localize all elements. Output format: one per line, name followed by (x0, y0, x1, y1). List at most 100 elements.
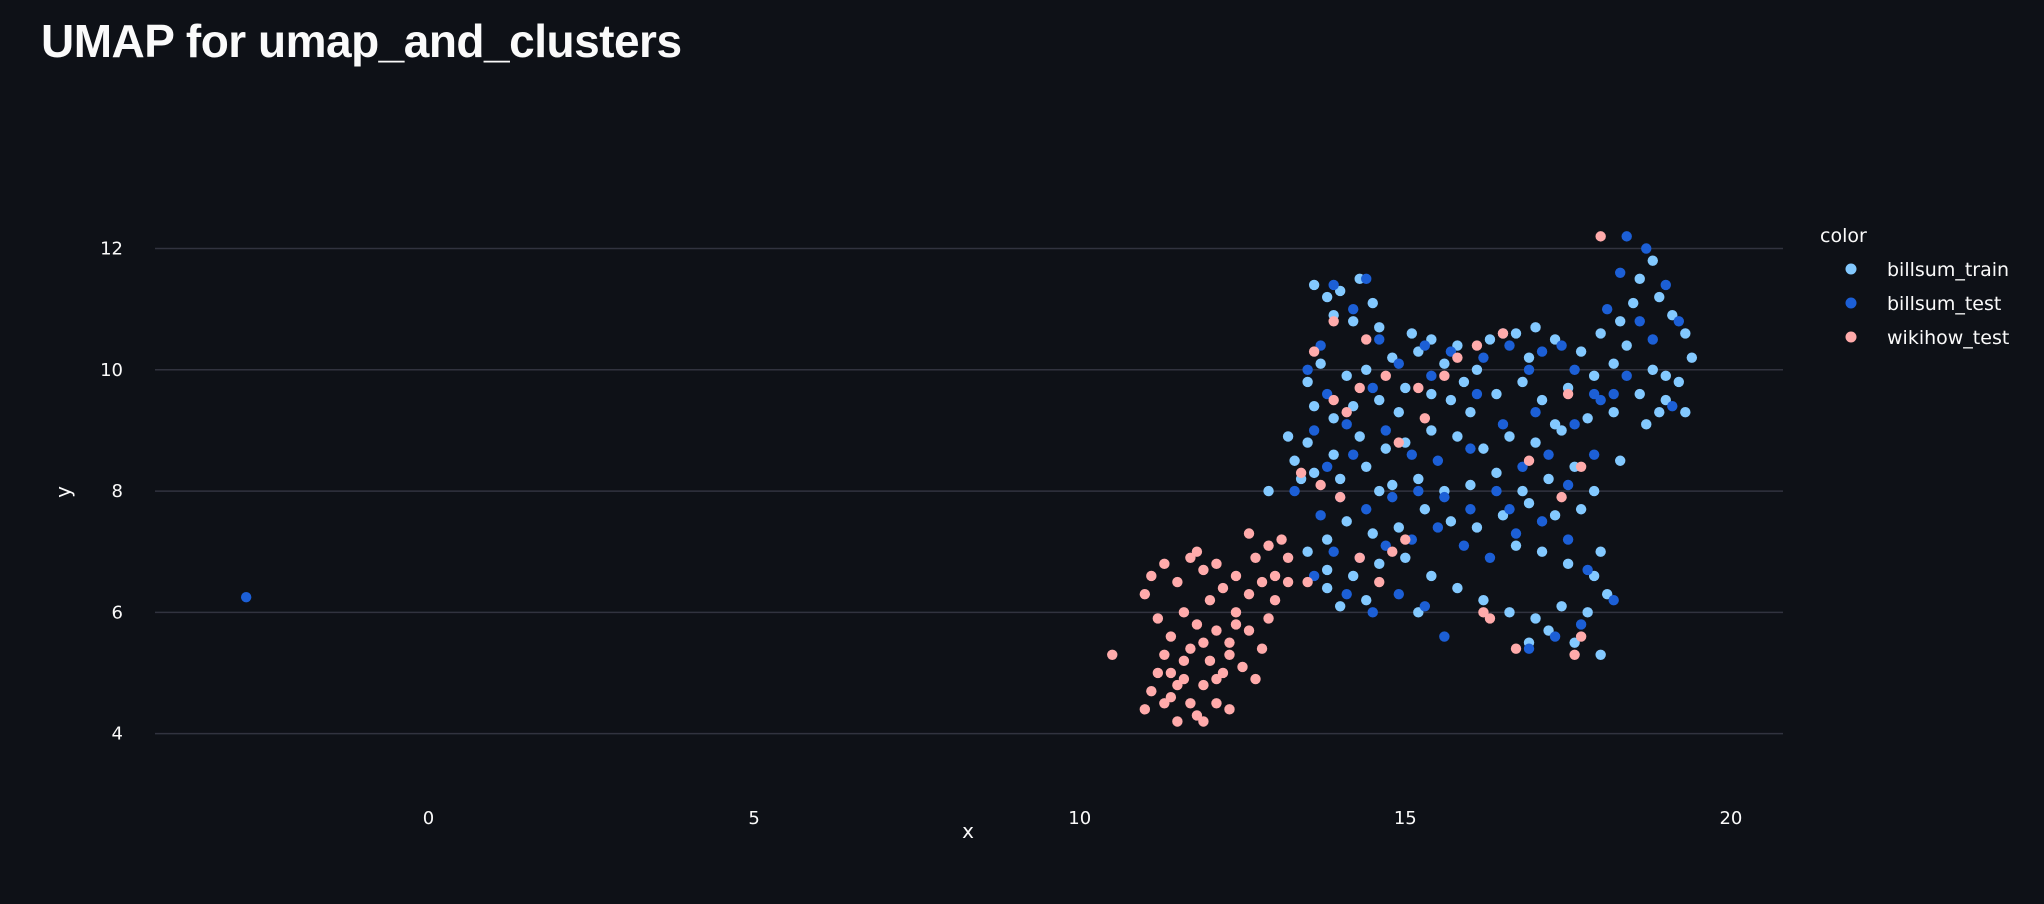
data-point[interactable] (1432, 522, 1444, 533)
data-point[interactable] (1504, 340, 1515, 351)
data-point[interactable] (1204, 655, 1216, 667)
data-point[interactable] (1172, 576, 1183, 588)
data-point[interactable] (1660, 394, 1671, 406)
data-point[interactable] (1224, 704, 1235, 715)
data-point[interactable] (1588, 370, 1600, 382)
data-point[interactable] (1575, 631, 1587, 642)
data-point[interactable] (1439, 370, 1450, 382)
data-point[interactable] (1465, 504, 1476, 515)
data-point[interactable] (1191, 710, 1203, 721)
data-point[interactable] (1582, 607, 1593, 618)
data-point[interactable] (1152, 613, 1164, 624)
data-point[interactable] (1198, 716, 1209, 727)
data-point[interactable] (1263, 540, 1274, 551)
data-point[interactable] (1615, 455, 1626, 466)
data-point[interactable] (1419, 601, 1431, 612)
data-point[interactable] (1478, 607, 1489, 618)
data-point[interactable] (1601, 303, 1613, 315)
data-point[interactable] (1185, 552, 1196, 563)
series-wikihow-test[interactable] (1107, 231, 1606, 727)
data-point[interactable] (1439, 491, 1450, 503)
data-point[interactable] (1419, 413, 1431, 424)
data-point[interactable] (1523, 497, 1535, 509)
data-point[interactable] (1484, 552, 1496, 563)
data-point[interactable] (1361, 364, 1372, 375)
data-point[interactable] (1413, 485, 1424, 497)
data-point[interactable] (1348, 303, 1359, 315)
data-point[interactable] (1458, 540, 1470, 551)
data-point[interactable] (1230, 570, 1242, 582)
data-point[interactable] (1302, 364, 1313, 375)
data-point[interactable] (1530, 322, 1541, 333)
data-point[interactable] (1354, 382, 1365, 394)
data-point[interactable] (1348, 570, 1359, 582)
data-point[interactable] (1334, 473, 1346, 485)
data-point[interactable] (1282, 552, 1294, 563)
data-point[interactable] (1562, 558, 1574, 570)
data-point[interactable] (1497, 419, 1509, 430)
data-point[interactable] (1569, 419, 1580, 430)
scatter-points[interactable] (240, 231, 1698, 727)
data-point[interactable] (1256, 576, 1268, 588)
data-point[interactable] (1543, 449, 1554, 460)
data-point[interactable] (1673, 316, 1685, 327)
data-point[interactable] (1380, 443, 1391, 454)
data-point[interactable] (1348, 449, 1359, 460)
data-point[interactable] (1549, 419, 1561, 430)
data-point[interactable] (1536, 516, 1548, 527)
data-point[interactable] (1367, 607, 1378, 618)
data-point[interactable] (1308, 346, 1320, 357)
data-point[interactable] (1549, 334, 1561, 345)
data-point[interactable] (1608, 358, 1619, 369)
data-point[interactable] (1413, 382, 1424, 394)
data-point[interactable] (1224, 637, 1235, 648)
data-point[interactable] (1348, 316, 1359, 327)
data-point[interactable] (1380, 425, 1391, 436)
data-point[interactable] (1582, 564, 1593, 576)
data-point[interactable] (1575, 619, 1587, 630)
data-point[interactable] (1562, 479, 1574, 491)
data-point[interactable] (1198, 637, 1209, 648)
data-point[interactable] (1536, 546, 1548, 557)
data-point[interactable] (1445, 516, 1457, 527)
data-point[interactable] (1315, 340, 1326, 351)
data-point[interactable] (1211, 558, 1222, 570)
data-point[interactable] (1315, 358, 1326, 369)
data-point[interactable] (1556, 491, 1567, 503)
data-point[interactable] (1575, 346, 1587, 357)
data-point[interactable] (1361, 461, 1372, 473)
data-point[interactable] (1654, 407, 1665, 418)
data-point[interactable] (1308, 425, 1320, 436)
data-point[interactable] (1165, 667, 1177, 679)
data-point[interactable] (1406, 328, 1418, 339)
data-point[interactable] (1361, 504, 1372, 515)
data-point[interactable] (1393, 358, 1404, 369)
data-point[interactable] (1588, 388, 1600, 400)
data-point[interactable] (1387, 479, 1398, 491)
data-point[interactable] (1367, 297, 1378, 309)
data-point[interactable] (1588, 449, 1600, 460)
data-point[interactable] (1510, 540, 1522, 551)
data-point[interactable] (1380, 370, 1391, 382)
data-point[interactable] (1361, 595, 1372, 606)
data-point[interactable] (1289, 455, 1300, 466)
data-point[interactable] (1263, 485, 1274, 497)
data-point[interactable] (1647, 255, 1658, 266)
data-point[interactable] (1250, 673, 1261, 685)
data-point[interactable] (1328, 394, 1339, 406)
data-point[interactable] (1667, 400, 1678, 412)
data-point[interactable] (1308, 400, 1320, 412)
data-point[interactable] (1165, 692, 1177, 703)
data-point[interactable] (1172, 679, 1183, 691)
series-billsum-train[interactable] (1263, 255, 1698, 660)
data-point[interactable] (1374, 322, 1385, 333)
data-point[interactable] (1302, 546, 1313, 557)
data-point[interactable] (1308, 467, 1320, 479)
data-point[interactable] (1517, 461, 1528, 473)
data-point[interactable] (1406, 449, 1418, 460)
data-point[interactable] (1172, 716, 1183, 727)
data-point[interactable] (1458, 376, 1470, 388)
data-point[interactable] (1491, 388, 1502, 400)
data-point[interactable] (1302, 437, 1313, 448)
data-point[interactable] (1387, 352, 1398, 363)
